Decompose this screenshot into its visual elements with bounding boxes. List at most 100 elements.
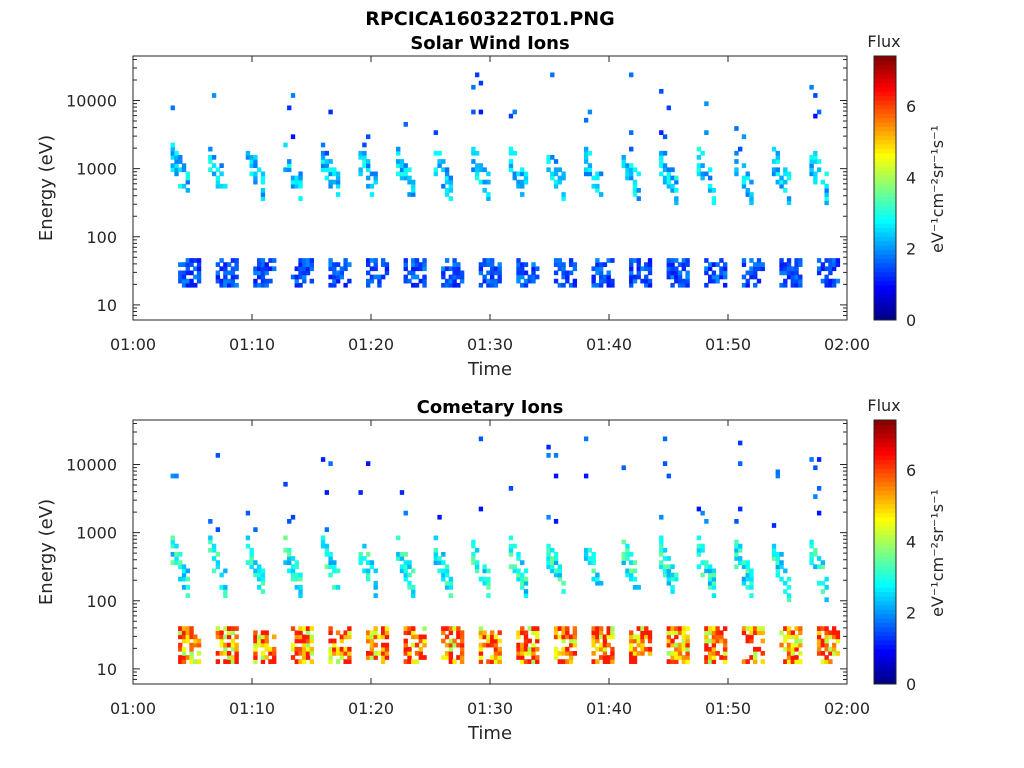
heatmap-cell — [670, 282, 675, 288]
heatmap-cell — [707, 262, 713, 267]
heatmap-cell — [471, 167, 476, 173]
heatmap-cell — [407, 560, 412, 565]
heatmap-cell — [568, 634, 574, 640]
heatmap-cell — [640, 651, 645, 656]
heatmap-cell — [320, 457, 326, 462]
heatmap-cell — [369, 642, 375, 648]
heatmap-cell — [298, 572, 303, 578]
heatmap-cell — [779, 179, 784, 185]
heatmap-cell — [835, 638, 841, 644]
heatmap-cell — [820, 659, 826, 664]
heatmap-cell — [381, 258, 386, 263]
heatmap-cell — [523, 278, 529, 284]
heatmap-cell — [287, 167, 292, 173]
heatmap-cell — [448, 282, 454, 288]
colorbar-swatch — [874, 245, 896, 251]
heatmap-cell — [257, 638, 262, 644]
heatmap-cell — [621, 155, 626, 160]
colorbar-tick-label: 4 — [906, 168, 916, 187]
heatmap-cell — [219, 638, 224, 644]
heatmap-cell — [632, 560, 638, 565]
heatmap-cell — [707, 646, 713, 652]
heatmap-cell — [813, 171, 818, 177]
heatmap-cell — [636, 651, 641, 656]
colorbar-swatch — [874, 613, 896, 619]
heatmap-cell — [332, 167, 337, 173]
heatmap-cell — [215, 270, 221, 276]
heatmap-cell — [422, 634, 427, 640]
heatmap-cell — [828, 646, 833, 652]
heatmap-cell — [365, 282, 371, 288]
heatmap-cell — [546, 155, 551, 160]
heatmap-cell — [629, 560, 634, 565]
heatmap-cell — [741, 262, 747, 267]
heatmap-cell — [760, 266, 765, 272]
heatmap-cell — [444, 167, 450, 173]
heatmap-cell — [629, 163, 634, 168]
heatmap-cell — [260, 175, 266, 181]
colorbar-swatch — [874, 670, 896, 676]
heatmap-cell — [520, 167, 525, 173]
heatmap-cell — [437, 556, 442, 561]
heatmap-cell — [711, 593, 717, 598]
heatmap-cell — [535, 634, 540, 640]
heatmap-cell — [335, 278, 341, 284]
heatmap-cell — [486, 179, 491, 185]
heatmap-cell — [523, 630, 529, 636]
heatmap-cell — [666, 626, 671, 631]
heatmap-cell — [595, 638, 600, 644]
heatmap-cell — [659, 89, 664, 94]
heatmap-cell — [437, 514, 442, 520]
heatmap-cell — [181, 646, 187, 652]
heatmap-cell — [482, 258, 487, 263]
heatmap-cell — [707, 167, 713, 173]
heatmap-cell — [520, 580, 525, 586]
heatmap-cell — [629, 282, 634, 288]
y-axis-label: Energy (eV) — [36, 499, 57, 605]
heatmap-cell — [670, 167, 675, 173]
heatmap-cell — [786, 655, 792, 660]
heatmap-cell — [196, 642, 202, 648]
heatmap-cell — [365, 630, 371, 636]
heatmap-cell — [253, 155, 258, 160]
heatmap-cell — [523, 659, 529, 664]
heatmap-cell — [756, 646, 762, 652]
heatmap-cell — [719, 266, 724, 272]
heatmap-cell — [422, 262, 427, 267]
heatmap-cell — [433, 130, 438, 135]
heatmap-cell — [411, 258, 416, 263]
heatmap-cell — [704, 646, 709, 652]
heatmap-cell — [666, 638, 671, 644]
heatmap-cell — [268, 278, 273, 284]
colorbar-tick-label: 4 — [906, 532, 916, 551]
heatmap-cell — [411, 270, 416, 276]
heatmap-cell — [335, 270, 341, 276]
heatmap-cell — [328, 461, 333, 466]
heatmap-cell — [437, 163, 442, 168]
heatmap-cell — [659, 535, 664, 541]
heatmap-cell — [722, 282, 728, 288]
heatmap-cell — [745, 270, 750, 276]
heatmap-cell — [786, 626, 792, 631]
heatmap-cell — [629, 270, 634, 276]
heatmap-cell — [320, 535, 326, 541]
heatmap-cell — [756, 630, 762, 636]
heatmap-cell — [369, 634, 375, 640]
heatmap-cell — [347, 655, 352, 660]
heatmap-cell — [520, 179, 525, 185]
heatmap-cell — [707, 274, 713, 280]
heatmap-cell — [516, 655, 521, 660]
heatmap-cell — [809, 167, 814, 173]
heatmap-cell — [324, 159, 330, 164]
heatmap-cell — [448, 179, 454, 185]
heatmap-cell — [783, 646, 788, 652]
heatmap-cell — [786, 175, 792, 181]
heatmap-cell — [779, 642, 784, 648]
heatmap-cell — [677, 642, 683, 648]
heatmap-cell — [516, 651, 521, 656]
heatmap-cell — [396, 171, 401, 177]
heatmap-cell — [335, 274, 341, 280]
heatmap-cell — [298, 179, 303, 185]
heatmap-cell — [170, 142, 175, 148]
heatmap-cell — [407, 192, 412, 197]
